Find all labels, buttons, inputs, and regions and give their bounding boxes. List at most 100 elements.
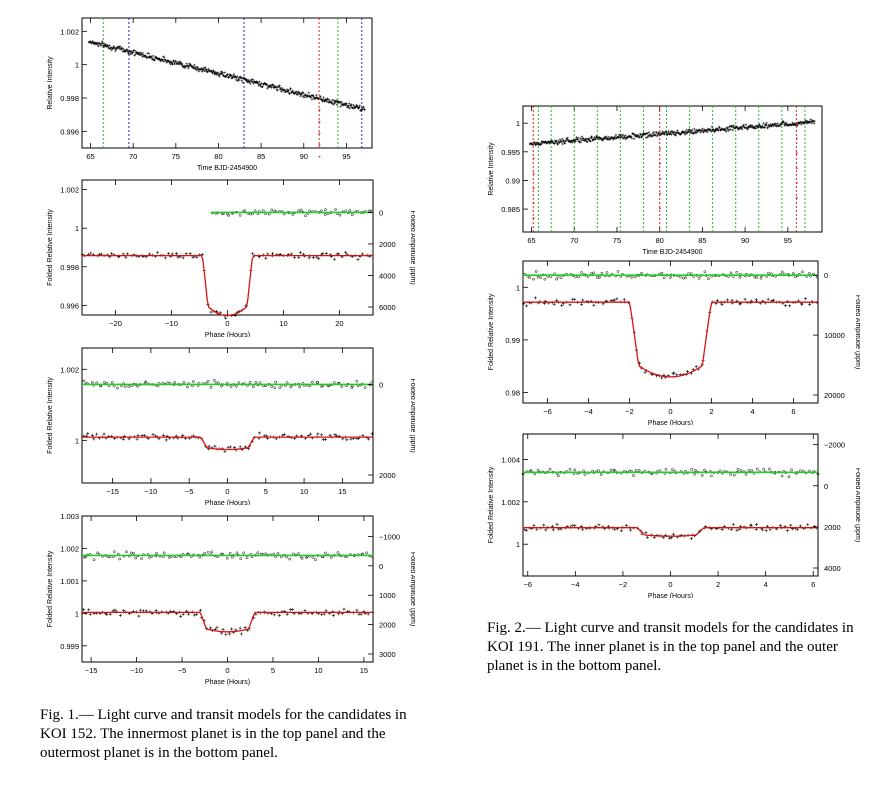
- folded-point: [322, 612, 326, 616]
- data-point: [661, 130, 664, 133]
- folded-point: [320, 612, 324, 616]
- data-point: [180, 63, 183, 66]
- data-point: [362, 106, 365, 109]
- data-point: [761, 124, 764, 128]
- data-point: [742, 124, 745, 128]
- data-point: [786, 124, 789, 127]
- data-point: [227, 75, 230, 79]
- data-point: [260, 82, 263, 85]
- transit-dip-point: [318, 97, 321, 100]
- data-point: [586, 140, 589, 144]
- residual-point: [206, 550, 210, 554]
- data-point: [283, 90, 287, 94]
- data-point: [326, 97, 329, 100]
- residual-point: [697, 276, 701, 280]
- folded-point: [613, 298, 617, 302]
- data-point: [552, 142, 556, 145]
- residual-point: [136, 384, 140, 388]
- data-point: [718, 126, 721, 130]
- y-tick-label: 1.003: [60, 512, 79, 521]
- residual-point: [229, 385, 233, 388]
- folded-point: [643, 370, 647, 374]
- folded-point: [568, 303, 572, 307]
- y-tick-label: 1.002: [60, 27, 79, 36]
- residual-point: [278, 386, 282, 389]
- y-tick-label: 0.995: [501, 148, 520, 157]
- folded-point: [105, 612, 109, 616]
- data-point: [583, 139, 586, 142]
- x-tick-label: 85: [698, 236, 706, 245]
- residual-point: [228, 551, 232, 555]
- folded-point: [689, 537, 693, 541]
- residual-point: [299, 208, 303, 212]
- y2-tick-label: 6000: [379, 303, 396, 312]
- folded-point: [560, 303, 564, 307]
- residual-point: [112, 550, 116, 554]
- y-tick-label: 0.99: [505, 336, 520, 345]
- residual-point: [134, 556, 138, 560]
- data-point: [240, 76, 243, 80]
- data-point: [275, 86, 278, 89]
- y2-tick-label: 0: [379, 208, 383, 217]
- data-point: [348, 102, 351, 105]
- data-point: [776, 122, 779, 125]
- data-point: [568, 139, 571, 142]
- folded-point: [645, 535, 649, 539]
- data-point: [741, 125, 744, 128]
- data-point: [113, 47, 117, 50]
- residual-point: [660, 271, 664, 275]
- residual-point: [739, 469, 743, 472]
- residual-point: [747, 469, 751, 472]
- residual-point: [767, 271, 770, 275]
- folded-point: [163, 256, 167, 260]
- x-tick-label: 70: [129, 152, 137, 161]
- data-point: [266, 87, 269, 90]
- data-point: [170, 60, 173, 64]
- folded-point: [345, 438, 349, 442]
- residual-point: [555, 277, 559, 281]
- data-point: [793, 122, 797, 125]
- data-point: [196, 68, 199, 72]
- data-point: [164, 59, 168, 62]
- data-point: [329, 101, 333, 104]
- data-point: [165, 61, 169, 64]
- residual-point: [350, 213, 354, 217]
- y-tick-label: 0.999: [60, 642, 79, 651]
- residual-point: [82, 379, 86, 383]
- data-point: [570, 141, 574, 144]
- data-point: [163, 56, 166, 59]
- data-point: [563, 142, 567, 145]
- x-tick-label: 80: [214, 152, 222, 161]
- data-point: [790, 124, 793, 127]
- data-point: [169, 62, 172, 66]
- data-point: [125, 49, 129, 53]
- data-point: [681, 131, 684, 134]
- x-tick-label: 4: [750, 407, 754, 416]
- folded-point: [789, 523, 793, 527]
- data-point: [716, 127, 719, 131]
- x-tick-label: 65: [86, 152, 94, 161]
- folded-point: [720, 527, 724, 531]
- data-point: [302, 91, 305, 95]
- data-point: [674, 134, 677, 137]
- data-point: [289, 87, 292, 90]
- data-point: [348, 107, 351, 110]
- data-point: [545, 141, 548, 144]
- data-point: [234, 78, 238, 82]
- transit-dip-point: [795, 152, 798, 155]
- data-point: [358, 104, 362, 107]
- data-point: [531, 143, 534, 146]
- folded-data-points: [80, 250, 372, 320]
- data-point: [564, 139, 567, 143]
- data-point: [757, 125, 760, 129]
- data-point: [700, 129, 703, 133]
- transit-dip-point: [795, 122, 798, 125]
- residual-point: [780, 270, 784, 274]
- folded-point: [331, 613, 335, 617]
- residual-point: [599, 473, 603, 476]
- residual-point: [340, 385, 344, 388]
- data-point: [239, 75, 242, 78]
- data-point: [97, 44, 100, 48]
- data-point: [293, 91, 297, 95]
- data-point: [131, 51, 135, 54]
